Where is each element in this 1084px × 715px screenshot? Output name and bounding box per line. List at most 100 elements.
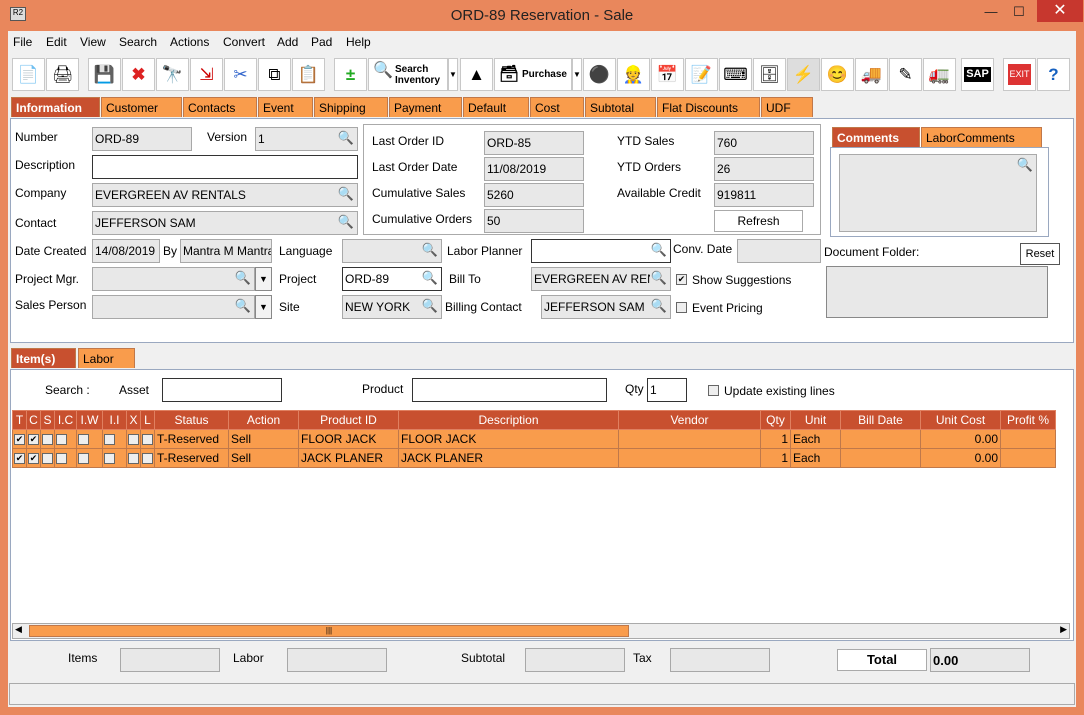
help-icon[interactable]: ? [1037, 58, 1070, 91]
edit-icon[interactable]: ✎ [889, 58, 922, 91]
search-icon[interactable]: 🔍 [650, 242, 667, 257]
tab-customer[interactable]: Customer [101, 97, 182, 117]
unit-cost-cell[interactable]: 0.00 [920, 448, 1001, 468]
status-cell[interactable]: T-Reserved [154, 448, 229, 468]
truck-icon[interactable]: 🚚 [855, 58, 888, 91]
reset-button[interactable]: Reset [1020, 243, 1060, 265]
table-row[interactable]: ✔ ✔ T-Reserved Sell JACK PLANER JACK PLANER 1 E… [12, 448, 1056, 468]
billing-contact-field[interactable]: JEFFERSON SAM 🔍 [541, 295, 671, 319]
key-icon[interactable]: ⌨ [719, 58, 752, 91]
row-checkbox[interactable] [56, 433, 67, 445]
scroll-right-icon[interactable]: ▶ [1060, 624, 1067, 634]
project-mgr-field[interactable]: 🔍 [92, 267, 255, 291]
exit-button[interactable]: EXIT [1003, 58, 1036, 91]
purchase-dropdown[interactable]: ▼ [572, 58, 582, 91]
tab-default[interactable]: Default [463, 97, 529, 117]
tab-subtotal[interactable]: Subtotal [585, 97, 656, 117]
search-inventory-button[interactable]: 🔍 Search Inventory [368, 58, 448, 91]
tab-shipping[interactable]: Shipping [314, 97, 388, 117]
row-checkbox[interactable] [104, 433, 115, 445]
labor-planner-field[interactable]: 🔍 [531, 239, 671, 263]
add-remove-icon[interactable]: ± [334, 58, 367, 91]
bill-date-cell[interactable] [840, 448, 921, 468]
unit-cell[interactable]: Each [790, 448, 841, 468]
menu-search[interactable]: Search [119, 35, 158, 49]
site-field[interactable]: NEW YORK 🔍 [342, 295, 442, 319]
project-mgr-dropdown[interactable]: ▼ [255, 267, 272, 291]
search-icon[interactable]: 🔍 [421, 270, 438, 285]
language-field[interactable]: 🔍 [342, 239, 442, 263]
tab-contacts[interactable]: Contacts [183, 97, 257, 117]
product-input[interactable] [412, 378, 607, 402]
document-folder-box[interactable] [826, 266, 1048, 318]
sales-person-dropdown[interactable]: ▼ [255, 295, 272, 319]
row-checkbox[interactable] [56, 452, 67, 464]
balls-icon[interactable]: ⚫ [583, 58, 616, 91]
vendor-cell[interactable] [618, 429, 761, 449]
horizontal-scrollbar[interactable]: ◀ ||| ▶ [12, 623, 1070, 639]
row-checkbox[interactable] [142, 452, 153, 464]
description-cell[interactable]: JACK PLANER [398, 448, 619, 468]
search-icon[interactable]: 🔍 [421, 298, 438, 313]
column-header[interactable]: Bill Date [840, 410, 921, 430]
column-header[interactable]: I.W [76, 410, 103, 430]
refresh-button[interactable]: Refresh [714, 210, 803, 232]
tab-payment[interactable]: Payment [389, 97, 462, 117]
search-icon[interactable]: 🔍 [650, 298, 667, 313]
tab-event[interactable]: Event [258, 97, 313, 117]
close-button[interactable]: ✕ [1037, 0, 1083, 22]
row-checkbox[interactable] [78, 452, 89, 464]
menu-convert[interactable]: Convert [223, 35, 266, 49]
comments-textarea[interactable]: 🔍 [839, 154, 1037, 232]
column-header[interactable]: L [140, 410, 155, 430]
column-header[interactable]: Action [228, 410, 299, 430]
product-id-cell[interactable]: JACK PLANER [298, 448, 399, 468]
column-header[interactable]: C [26, 410, 41, 430]
paste-icon[interactable]: 📋 [292, 58, 325, 91]
print-icon[interactable]: 🖨 [46, 58, 79, 91]
column-header[interactable]: I.I [102, 410, 127, 430]
column-header[interactable]: Vendor [618, 410, 761, 430]
row-checkbox[interactable]: ✔ [14, 433, 25, 445]
row-checkbox[interactable] [128, 452, 139, 464]
column-header[interactable]: Unit [790, 410, 841, 430]
profit-cell[interactable] [1000, 448, 1056, 468]
row-checkbox[interactable] [142, 433, 153, 445]
unit-cost-cell[interactable]: 0.00 [920, 429, 1001, 449]
search-icon[interactable]: 🔍 [1016, 157, 1033, 172]
search-icon[interactable]: 🔍 [337, 130, 354, 145]
maximize-button[interactable]: ☐ [1013, 4, 1025, 19]
menu-view[interactable]: View [80, 35, 106, 49]
save-icon[interactable]: 💾 [88, 58, 121, 91]
row-checkbox[interactable] [42, 433, 53, 445]
row-checkbox[interactable]: ✔ [28, 433, 39, 445]
product-id-cell[interactable]: FLOOR JACK [298, 429, 399, 449]
binoculars-icon[interactable]: 🔭 [156, 58, 189, 91]
status-cell[interactable]: T-Reserved [154, 429, 229, 449]
search-icon[interactable]: 🔍 [234, 298, 251, 313]
profit-cell[interactable] [1000, 429, 1056, 449]
search-icon[interactable]: 🔍 [337, 186, 354, 201]
column-header[interactable]: Profit % [1000, 410, 1056, 430]
row-checkbox[interactable] [104, 452, 115, 464]
tab-flat-discounts[interactable]: Flat Discounts [657, 97, 760, 117]
project-field[interactable]: ORD-89 🔍 [342, 267, 442, 291]
menu-actions[interactable]: Actions [170, 35, 210, 49]
column-header[interactable]: Status [154, 410, 229, 430]
tab-labor-comments[interactable]: LaborComments [921, 127, 1042, 147]
show-suggestions-checkbox[interactable]: ✔ [676, 274, 687, 285]
description-cell[interactable]: FLOOR JACK [398, 429, 619, 449]
sap-button[interactable]: SAP [961, 58, 994, 91]
tab-items[interactable]: Item(s) [11, 348, 76, 368]
bill-to-field[interactable]: EVERGREEN AV RENTAL🔍 [531, 267, 671, 291]
action-cell[interactable]: Sell [228, 448, 299, 468]
row-checkbox[interactable] [78, 433, 89, 445]
search-icon[interactable]: 🔍 [337, 214, 354, 229]
column-header[interactable]: I.C [54, 410, 77, 430]
copy-icon[interactable]: ⧉ [258, 58, 291, 91]
menu-pad[interactable]: Pad [311, 35, 333, 49]
asset-input[interactable] [162, 378, 282, 402]
tab-comments[interactable]: Comments [832, 127, 920, 147]
sales-person-field[interactable]: 🔍 [92, 295, 255, 319]
scrollbar-thumb[interactable]: ||| [29, 625, 629, 637]
